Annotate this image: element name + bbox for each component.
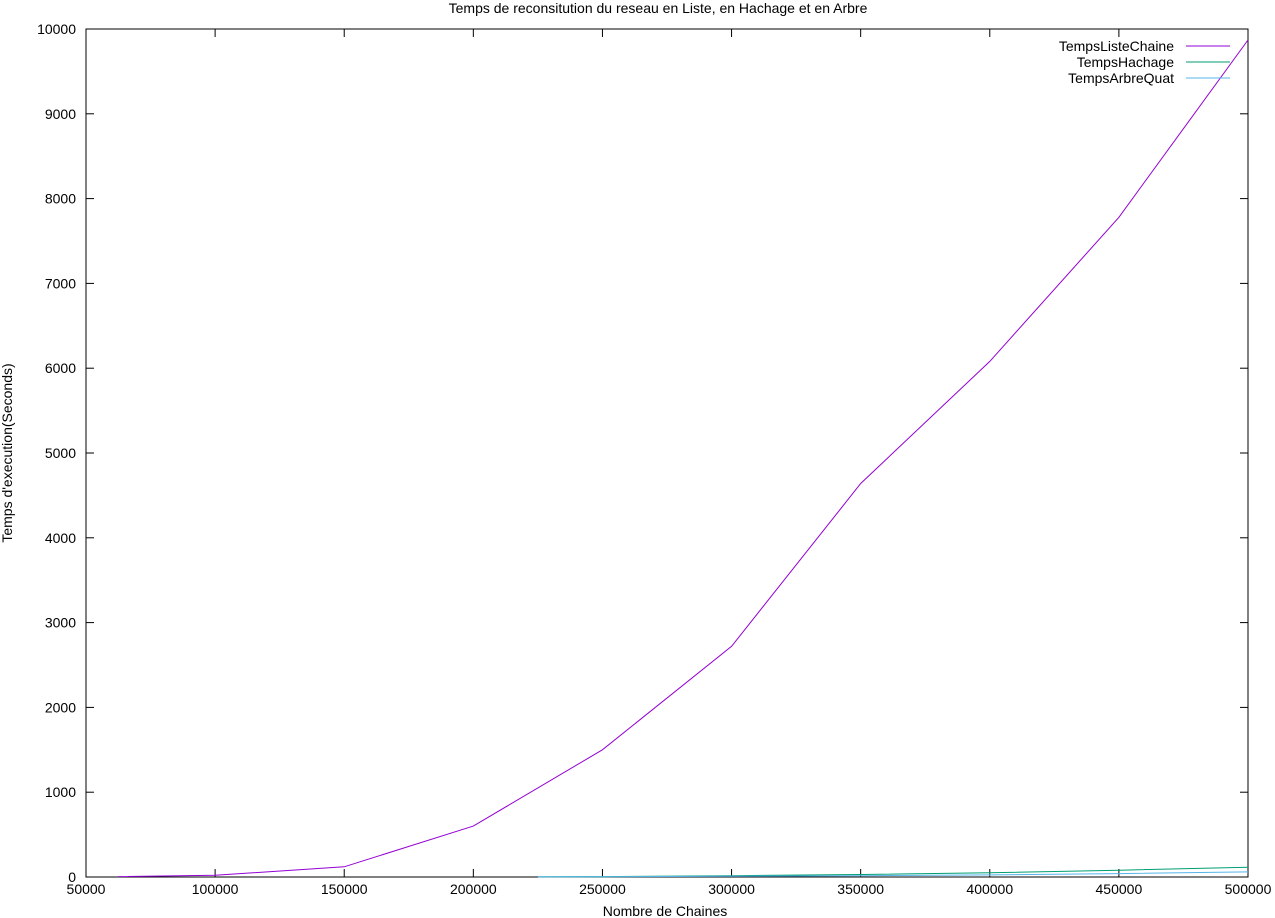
x-tick-label: 250000 xyxy=(579,881,626,897)
series-line-tempsarbrequat xyxy=(537,871,1249,878)
y-tick-label: 1000 xyxy=(45,784,76,800)
x-tick-label: 150000 xyxy=(321,881,368,897)
legend-label-tempslistechaine: TempsListeChaine xyxy=(1059,38,1174,54)
x-axis-label: Nombre de Chaines xyxy=(603,903,728,918)
x-tick-label: 200000 xyxy=(450,881,497,897)
plot-area xyxy=(85,28,1249,878)
x-tick-label: 500000 xyxy=(1225,881,1272,897)
y-tick-label: 2000 xyxy=(45,699,76,715)
x-tick-label: 300000 xyxy=(708,881,755,897)
y-tick-label: 7000 xyxy=(45,275,76,291)
legend: TempsListeChaineTempsHachageTempsArbreQu… xyxy=(1059,38,1230,86)
axes: 50000 100000 150000 200000 250000 300000 35000… xyxy=(37,21,1272,897)
y-tick-label: 0 xyxy=(68,869,76,885)
x-tick-label: 50000 xyxy=(67,881,106,897)
series-layer xyxy=(118,39,1249,878)
chart-title: Temps de reconsitution du reseau en List… xyxy=(449,0,868,16)
y-tick-label: 10000 xyxy=(37,21,76,37)
y-tick-label: 6000 xyxy=(45,360,76,376)
x-tick-label: 400000 xyxy=(966,881,1013,897)
plot-frame xyxy=(85,28,1249,878)
y-axis-label: Temps d'execution(Seconds) xyxy=(0,363,15,542)
x-tick-label: 450000 xyxy=(1096,881,1143,897)
legend-label-tempsarbrequat: TempsArbreQuat xyxy=(1068,70,1174,86)
x-tick-label: 100000 xyxy=(192,881,239,897)
y-tick-label: 4000 xyxy=(45,530,76,546)
legend-label-tempshachage: TempsHachage xyxy=(1077,54,1174,70)
y-tick-label: 8000 xyxy=(45,191,76,207)
y-tick-label: 3000 xyxy=(45,615,76,631)
y-tick-label: 9000 xyxy=(45,106,76,122)
y-tick-label: 5000 xyxy=(45,445,76,461)
x-tick-label: 350000 xyxy=(837,881,884,897)
series-line-tempslistechaine xyxy=(118,39,1249,878)
